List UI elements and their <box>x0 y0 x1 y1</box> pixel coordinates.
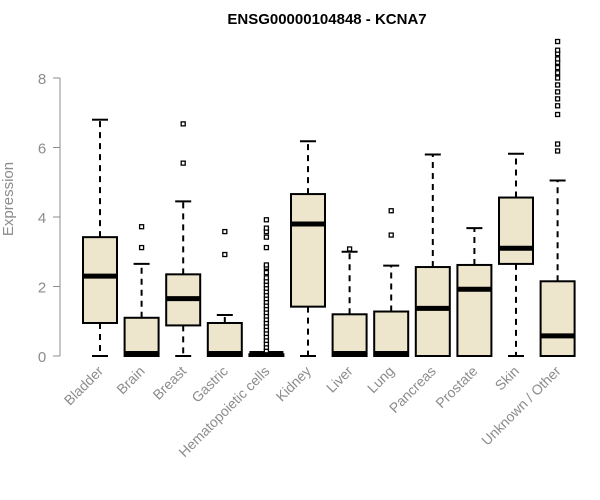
outlier-point <box>263 269 270 276</box>
outlier-point <box>263 262 270 268</box>
y-tick-label: 8 <box>38 71 46 88</box>
iqr-box <box>123 316 160 357</box>
iqr-box <box>331 313 368 357</box>
outlier-point <box>554 103 561 109</box>
outlier-point <box>554 141 561 147</box>
axes: 0 2 4 6 8 <box>38 71 61 366</box>
outlier-point <box>263 234 270 240</box>
iqr-box <box>414 266 451 358</box>
x-tick-label: Unknown / Other <box>478 363 564 449</box>
outlier-point <box>263 225 270 231</box>
outlier-point <box>346 246 353 252</box>
box-breast <box>165 121 202 357</box>
x-tick-label: Bladder <box>61 363 107 409</box>
iqr-box <box>456 263 493 357</box>
outlier-point <box>138 224 145 230</box>
box-skin <box>498 152 534 357</box>
y-tick-label: 4 <box>38 210 46 227</box>
y-axis-label: Expression <box>0 162 17 236</box>
box-bladder <box>82 118 118 357</box>
outlier-point <box>263 244 270 251</box>
box-hematopoietic-cells <box>248 217 285 358</box>
x-tick-label: Prostate <box>432 363 480 411</box>
outlier-point <box>554 82 561 88</box>
outlier-point <box>180 160 186 166</box>
outlier-point <box>554 148 561 154</box>
iqr-box <box>290 193 326 308</box>
outlier-point <box>554 56 561 62</box>
x-tick-label: Lung <box>364 363 397 396</box>
outlier-point <box>222 251 228 258</box>
outlier-point <box>222 228 228 235</box>
box-pancreas <box>414 153 451 358</box>
iqr-box <box>498 196 534 265</box>
x-tick-label: Skin <box>492 363 523 394</box>
outlier-point <box>554 70 561 76</box>
outlier-point <box>554 47 561 53</box>
x-tick-label: Breast <box>149 363 189 403</box>
x-tick-label: Brain <box>113 363 147 397</box>
x-tick-label: Liver <box>323 363 356 396</box>
iqr-box <box>539 280 576 358</box>
box-unknown-other <box>539 38 576 358</box>
outlier-point <box>388 232 394 238</box>
outlier-point <box>180 121 186 127</box>
outlier-point <box>554 64 561 71</box>
outlier-point <box>554 75 561 81</box>
chart-title: ENSG00000104848 - KCNA7 <box>227 11 426 28</box>
box-brain <box>123 224 160 357</box>
y-tick-label: 6 <box>38 141 46 158</box>
boxes <box>82 38 576 358</box>
box-lung <box>373 208 410 357</box>
iqr-box <box>373 310 410 357</box>
outlier-point <box>554 111 561 118</box>
outlier-point <box>554 38 561 45</box>
iqr-box <box>82 236 118 324</box>
outlier-point <box>554 96 561 102</box>
box-kidney <box>290 140 326 357</box>
box-prostate <box>456 227 493 357</box>
outlier-point <box>138 244 145 251</box>
outlier-point <box>263 217 270 223</box>
box-liver <box>331 246 368 357</box>
y-tick-label: 2 <box>38 280 46 297</box>
outlier-point <box>554 89 561 95</box>
outlier-point <box>388 208 394 214</box>
box-gastric <box>206 228 243 357</box>
x-tick-label: Kidney <box>273 363 315 405</box>
y-tick-label: 0 <box>38 349 46 366</box>
outlier-point <box>263 275 270 281</box>
